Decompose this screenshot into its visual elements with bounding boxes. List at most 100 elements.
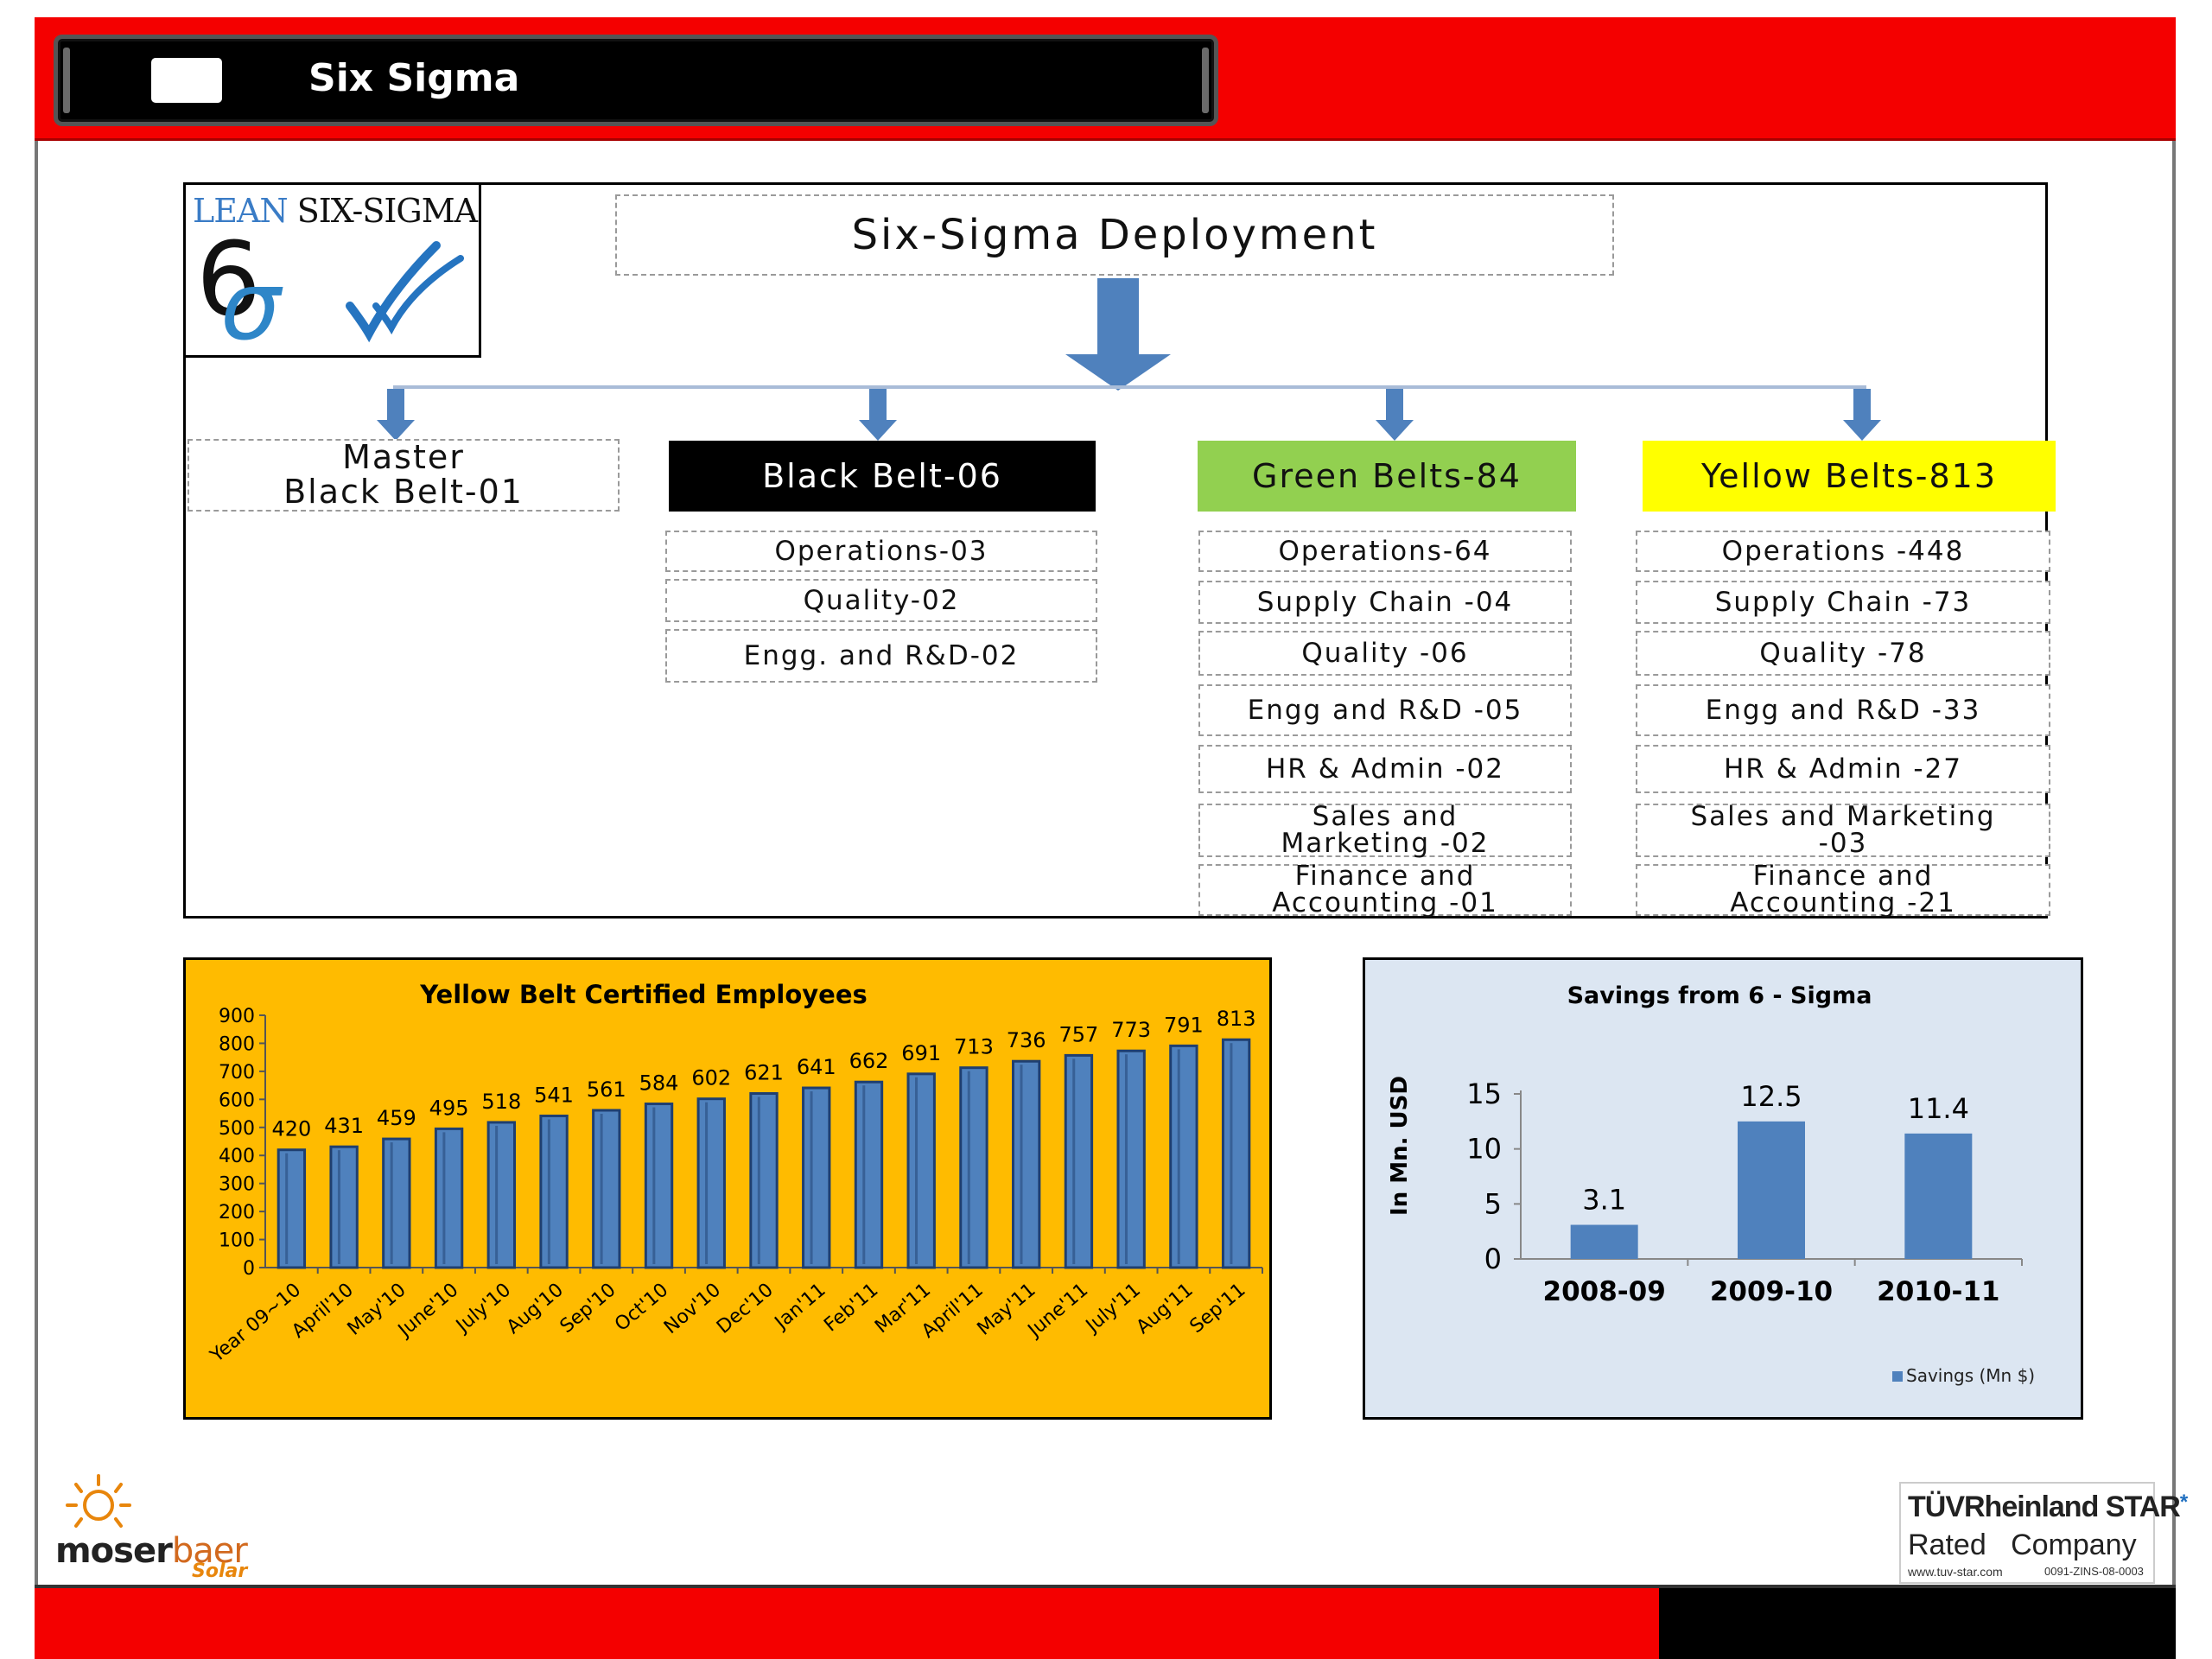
y-tick-label: 600 xyxy=(219,1090,255,1111)
bar xyxy=(1169,1044,1198,1269)
bar-shade xyxy=(1124,1054,1128,1264)
data-label: 662 xyxy=(849,1049,889,1073)
title-white-box xyxy=(151,58,222,103)
legend-label: Savings (Mn $) xyxy=(1906,1365,2035,1386)
yellow-belt-item: Quality -78 xyxy=(1636,631,2050,676)
tuv-line1: TÜVRheinland STAR* xyxy=(1908,1491,2188,1524)
bar xyxy=(749,1092,779,1269)
data-label: 431 xyxy=(324,1114,364,1138)
title-bar-edge xyxy=(1202,48,1209,113)
bar-shade xyxy=(1020,1065,1023,1264)
data-label: 813 xyxy=(1217,1007,1256,1031)
yellow-belts-header: Yellow Belts-813 xyxy=(1643,441,2056,512)
savings-chart-svg: Savings from 6 - Sigma In Mn. USD 0 5 10 15 3.… xyxy=(1387,982,2035,1386)
yellow-belt-item: Engg and R&D -33 xyxy=(1636,684,2050,736)
y-tick-label: 400 xyxy=(219,1146,255,1167)
bar xyxy=(1904,1133,1973,1259)
x-tick-label: Aug'11 xyxy=(1133,1279,1198,1338)
branch-arrow xyxy=(377,389,415,441)
bar xyxy=(1221,1038,1251,1269)
black-belt-header: Black Belt-06 xyxy=(669,441,1096,512)
bar xyxy=(486,1121,517,1269)
data-label: 773 xyxy=(1111,1018,1151,1042)
chart-title: Yellow Belt Certified Employees xyxy=(419,980,868,1009)
x-tick-label: Aug'10 xyxy=(503,1279,568,1338)
data-label: 561 xyxy=(587,1077,626,1102)
x-tick-label: Sep'11 xyxy=(1186,1279,1250,1338)
y-tick-label: 15 xyxy=(1466,1077,1502,1110)
yellow-belt-item: Sales and Marketing -03 xyxy=(1636,804,2050,857)
x-tick-label: Sep'10 xyxy=(556,1279,620,1338)
bar xyxy=(802,1086,831,1269)
y-tick-label: 0 xyxy=(1484,1243,1502,1275)
connector-line xyxy=(393,385,1866,389)
y-tick-label: 10 xyxy=(1466,1133,1502,1166)
brand-solar: Solar xyxy=(192,1560,248,1582)
data-label: 584 xyxy=(639,1071,679,1096)
svg-text:σ: σ xyxy=(220,251,283,360)
bar xyxy=(1570,1224,1638,1259)
green-belt-item: Supply Chain -04 xyxy=(1198,581,1572,624)
bar xyxy=(1012,1059,1041,1269)
x-tick-label: Nov'10 xyxy=(660,1279,725,1338)
y-tick-label: 900 xyxy=(219,1006,255,1027)
green-belt-item: Engg and R&D -05 xyxy=(1198,684,1572,736)
data-label: 621 xyxy=(744,1061,784,1085)
y-tick-label: 800 xyxy=(219,1033,255,1055)
data-label: 757 xyxy=(1059,1022,1099,1046)
yellow-belt-item: Finance and Accounting -21 xyxy=(1636,863,2050,917)
bar xyxy=(959,1066,988,1269)
bar-shade xyxy=(652,1107,656,1264)
black-belt-item: Engg. and R&D-02 xyxy=(665,629,1097,683)
tuv-rheinland-logo: TÜVRheinland STAR* Rated Company www.tuv… xyxy=(1899,1482,2188,1584)
bar xyxy=(434,1127,464,1269)
black-belt-item: Operations-03 xyxy=(665,531,1097,572)
footer-red-band xyxy=(35,1588,1659,1659)
x-tick-label: 2008-09 xyxy=(1543,1276,1666,1307)
branch-arrow xyxy=(1843,389,1881,441)
six-sigma-check-icon: 6 σ xyxy=(196,219,464,360)
bar-shade xyxy=(705,1102,709,1264)
hierarchy-arrows xyxy=(377,278,1881,441)
bar xyxy=(539,1114,569,1269)
data-label: 736 xyxy=(1007,1028,1046,1052)
yellow-belt-item: HR & Admin -27 xyxy=(1636,745,2050,793)
yellow-belt-item: Supply Chain -73 xyxy=(1636,581,2050,624)
tuv-line2: Rated Company xyxy=(1908,1529,2137,1561)
data-label: 541 xyxy=(534,1083,574,1107)
legend-swatch xyxy=(1892,1371,1903,1382)
sun-icon xyxy=(66,1474,131,1528)
title-bar: Six Sigma xyxy=(54,35,1218,126)
logo-text: LEAN SIX-SIGMA xyxy=(193,192,478,230)
bar-shade xyxy=(1177,1049,1180,1264)
y-tick-label: 500 xyxy=(219,1118,255,1140)
green-belt-item: Sales and Marketing -02 xyxy=(1198,804,1572,857)
y-tick-label: 100 xyxy=(219,1230,255,1252)
data-label: 713 xyxy=(954,1035,994,1059)
bar xyxy=(382,1137,411,1269)
yellow-belt-chart-svg: Yellow Belt Certified Employees 0 100 200 30… xyxy=(206,980,1263,1368)
x-tick-label: 2010-11 xyxy=(1877,1276,1999,1307)
branch-arrow xyxy=(859,389,897,441)
green-belt-item: Quality -06 xyxy=(1198,631,1572,676)
data-label: 691 xyxy=(901,1041,941,1065)
main-down-arrow xyxy=(1065,278,1171,391)
title-bar-edge xyxy=(63,48,70,113)
y-tick-label: 5 xyxy=(1484,1187,1502,1220)
data-label: 602 xyxy=(691,1066,731,1090)
x-tick-label: Dec'10 xyxy=(713,1279,778,1338)
bar-shade xyxy=(547,1119,550,1264)
yellow-belt-item: Operations -448 xyxy=(1636,531,2050,572)
bar xyxy=(592,1109,621,1269)
data-label: 495 xyxy=(429,1096,469,1120)
bar xyxy=(644,1103,674,1269)
data-label: 3.1 xyxy=(1582,1184,1626,1217)
lean-six-sigma-logo: LEAN SIX-SIGMA 6 σ xyxy=(183,182,481,360)
bar-shade xyxy=(810,1091,813,1264)
brand-moser: moser xyxy=(55,1531,173,1571)
page-title: Six Sigma xyxy=(308,56,520,100)
data-label: 641 xyxy=(797,1055,836,1079)
branch-arrow xyxy=(1376,389,1414,441)
data-label: 420 xyxy=(271,1117,311,1141)
x-tick-label: Oct'10 xyxy=(611,1279,672,1335)
